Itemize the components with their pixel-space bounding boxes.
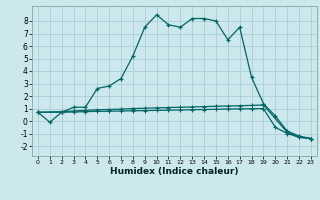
X-axis label: Humidex (Indice chaleur): Humidex (Indice chaleur) — [110, 167, 239, 176]
